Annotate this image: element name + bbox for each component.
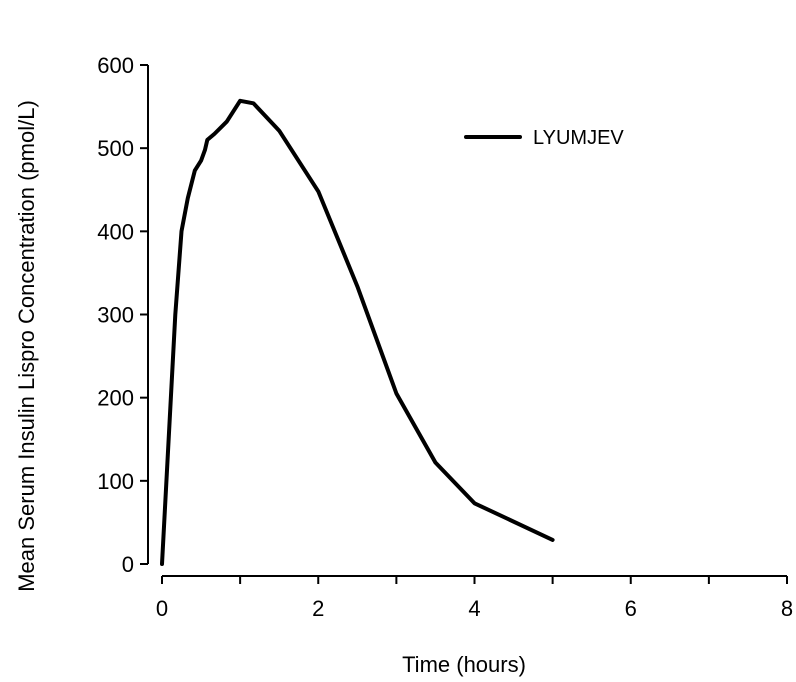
- x-tick-label: 2: [312, 596, 324, 621]
- y-tick-label: 300: [97, 303, 134, 328]
- x-tick-label: 0: [156, 596, 168, 621]
- x-ticks: 0 2 4 6 8: [156, 576, 793, 621]
- y-tick-label: 100: [97, 469, 134, 494]
- y-tick-label: 0: [122, 552, 134, 577]
- y-tick-label: 400: [97, 219, 134, 244]
- y-tick-label: 500: [97, 136, 134, 161]
- x-tick-label: 8: [781, 596, 793, 621]
- legend-label-lyumjev: LYUMJEV: [533, 127, 624, 149]
- y-tick-label: 600: [97, 53, 134, 78]
- x-axis: 0 2 4 6 8: [156, 575, 793, 621]
- y-axis: 0 100 200 300 400 500 600: [97, 53, 149, 577]
- legend: LYUMJEV: [464, 127, 624, 149]
- x-tick-label: 6: [625, 596, 637, 621]
- x-axis-label: Time (hours): [402, 652, 526, 677]
- y-tick-label: 200: [97, 386, 134, 411]
- x-tick-label: 4: [468, 596, 480, 621]
- series-group: [160, 98, 555, 566]
- series-line-lyumjev: [160, 98, 555, 566]
- y-ticks: 0 100 200 300 400 500 600: [97, 53, 148, 577]
- y-axis-label: Mean Serum Insulin Lispro Concentration …: [14, 100, 39, 592]
